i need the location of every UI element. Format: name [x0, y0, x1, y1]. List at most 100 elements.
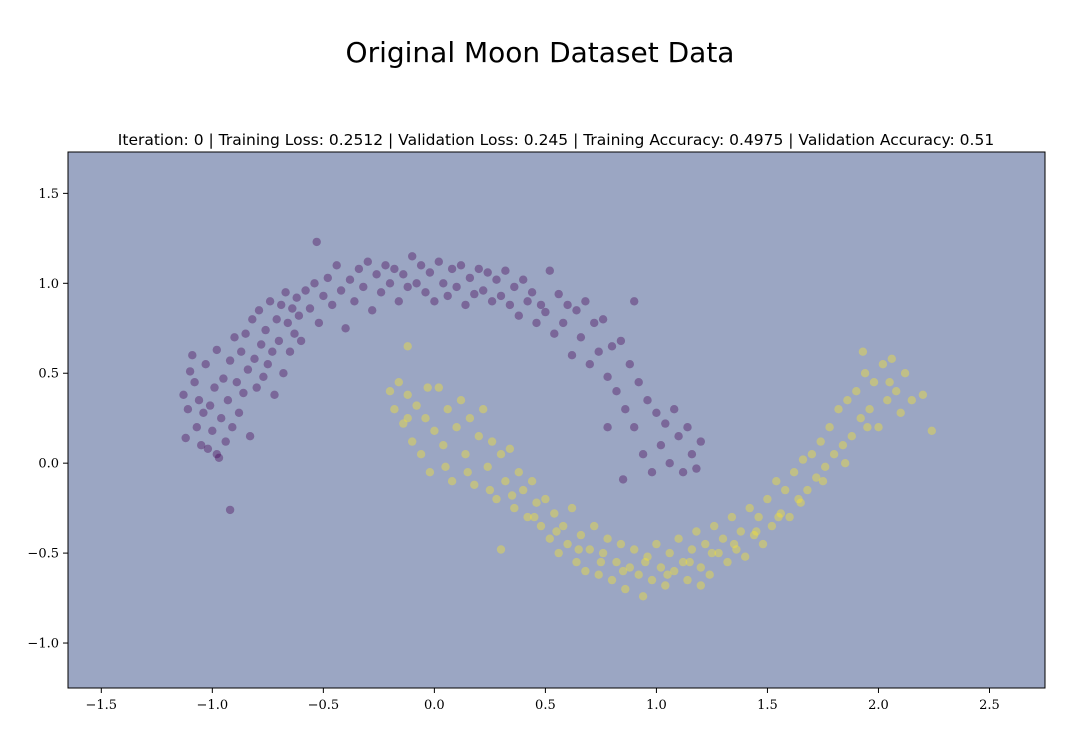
- scatter-point: [399, 419, 408, 428]
- scatter-point: [618, 566, 628, 576]
- scatter-point: [519, 275, 528, 284]
- scatter-point: [710, 521, 719, 531]
- scatter-point: [241, 329, 250, 338]
- scatter-point: [696, 563, 705, 572]
- x-tick-label: −0.5: [308, 698, 340, 713]
- scatter-point: [798, 455, 808, 464]
- scatter-point: [767, 521, 777, 531]
- scatter-point: [774, 512, 783, 522]
- scatter-point: [496, 291, 506, 301]
- scatter-point: [194, 396, 204, 405]
- chart-title: Iteration: 0 | Training Loss: 0.2512 | V…: [118, 131, 994, 149]
- scatter-point: [350, 297, 359, 306]
- scatter-point: [785, 512, 794, 522]
- scatter-point: [210, 383, 219, 392]
- scatter-point: [474, 432, 483, 441]
- scatter-point: [656, 441, 666, 450]
- scatter-point: [183, 405, 193, 414]
- scatter-point: [630, 545, 639, 554]
- scatter-point: [638, 450, 648, 459]
- scatter-point: [399, 270, 408, 279]
- scatter-point: [221, 437, 230, 446]
- scatter-point: [514, 311, 523, 320]
- scatter-point: [630, 423, 639, 432]
- scatter-point: [201, 360, 210, 369]
- scatter-point: [230, 333, 239, 342]
- scatter-point: [603, 534, 612, 543]
- scatter-point: [860, 369, 870, 378]
- scatter-point: [670, 405, 679, 414]
- scatter-point: [687, 545, 697, 554]
- scatter-point: [310, 279, 319, 288]
- scatter-point: [228, 423, 237, 432]
- scatter-point: [385, 279, 395, 288]
- scatter-point: [341, 324, 350, 333]
- scatter-point: [294, 311, 304, 320]
- scatter-point: [594, 347, 603, 356]
- scatter-point: [190, 378, 199, 387]
- scatter-point: [572, 306, 581, 315]
- scatter-point: [554, 548, 563, 558]
- scatter-point: [485, 485, 495, 495]
- scatter-point: [430, 297, 439, 306]
- scatter-point: [869, 378, 879, 387]
- scatter-point: [461, 450, 470, 459]
- scatter-point: [532, 498, 541, 507]
- y-axis: −1.0 −0.5 0.0 0.5 1.0 1.5: [27, 187, 68, 652]
- scatter-point: [536, 521, 546, 531]
- scatter-point: [179, 390, 188, 399]
- scatter-point: [741, 552, 750, 561]
- scatter-point: [279, 369, 288, 378]
- scatter-point: [545, 266, 554, 275]
- scatter-point: [447, 477, 457, 486]
- scatter-point: [519, 485, 528, 495]
- scatter-point: [465, 414, 475, 423]
- scatter-point: [834, 405, 843, 414]
- scatter-point: [403, 414, 412, 423]
- scatter-point: [483, 462, 492, 471]
- scatter-point: [487, 437, 497, 446]
- scatter-point: [234, 408, 244, 417]
- scatter-point: [257, 340, 266, 349]
- scatter-point: [219, 374, 228, 383]
- scatter-point: [732, 545, 741, 554]
- scatter-point: [696, 437, 705, 446]
- scatter-point: [550, 509, 559, 518]
- scatter-point: [594, 570, 603, 579]
- scatter-point: [874, 423, 883, 432]
- scatter-point: [554, 289, 563, 299]
- scatter-point: [714, 548, 723, 558]
- scatter-point: [412, 401, 421, 410]
- scatter-point: [758, 539, 768, 549]
- scatter-point: [252, 383, 261, 392]
- scatter-point: [665, 459, 674, 468]
- scatter-point: [754, 512, 763, 522]
- scatter-point: [205, 401, 215, 410]
- scatter-point: [541, 307, 550, 317]
- scatter-point: [217, 414, 226, 423]
- scatter-point: [363, 257, 372, 266]
- scatter-point: [214, 453, 224, 462]
- scatter-point: [443, 291, 452, 301]
- scatter-point: [336, 286, 346, 295]
- scatter-point: [927, 426, 936, 435]
- scatter-point: [692, 527, 701, 536]
- scatter-point: [536, 300, 546, 310]
- scatter-point: [403, 390, 412, 399]
- scatter-point: [501, 266, 510, 275]
- scatter-point: [501, 477, 510, 486]
- scatter-point: [474, 264, 483, 274]
- x-axis: −1.5 −1.0 −0.5 0.0 0.5 1.0 1.5 2.0 2.5: [86, 688, 1000, 713]
- scatter-point: [685, 557, 694, 567]
- scatter-point: [305, 304, 315, 313]
- scatter-point: [723, 557, 732, 567]
- scatter-point: [576, 333, 586, 342]
- scatter-point: [421, 288, 430, 297]
- scatter-point: [452, 423, 461, 432]
- scatter-point: [763, 494, 772, 504]
- scatter-point: [656, 563, 666, 572]
- scatter-point: [314, 318, 324, 328]
- scatter-point: [530, 512, 539, 522]
- scatter-point: [345, 275, 355, 284]
- scatter-point: [900, 369, 910, 378]
